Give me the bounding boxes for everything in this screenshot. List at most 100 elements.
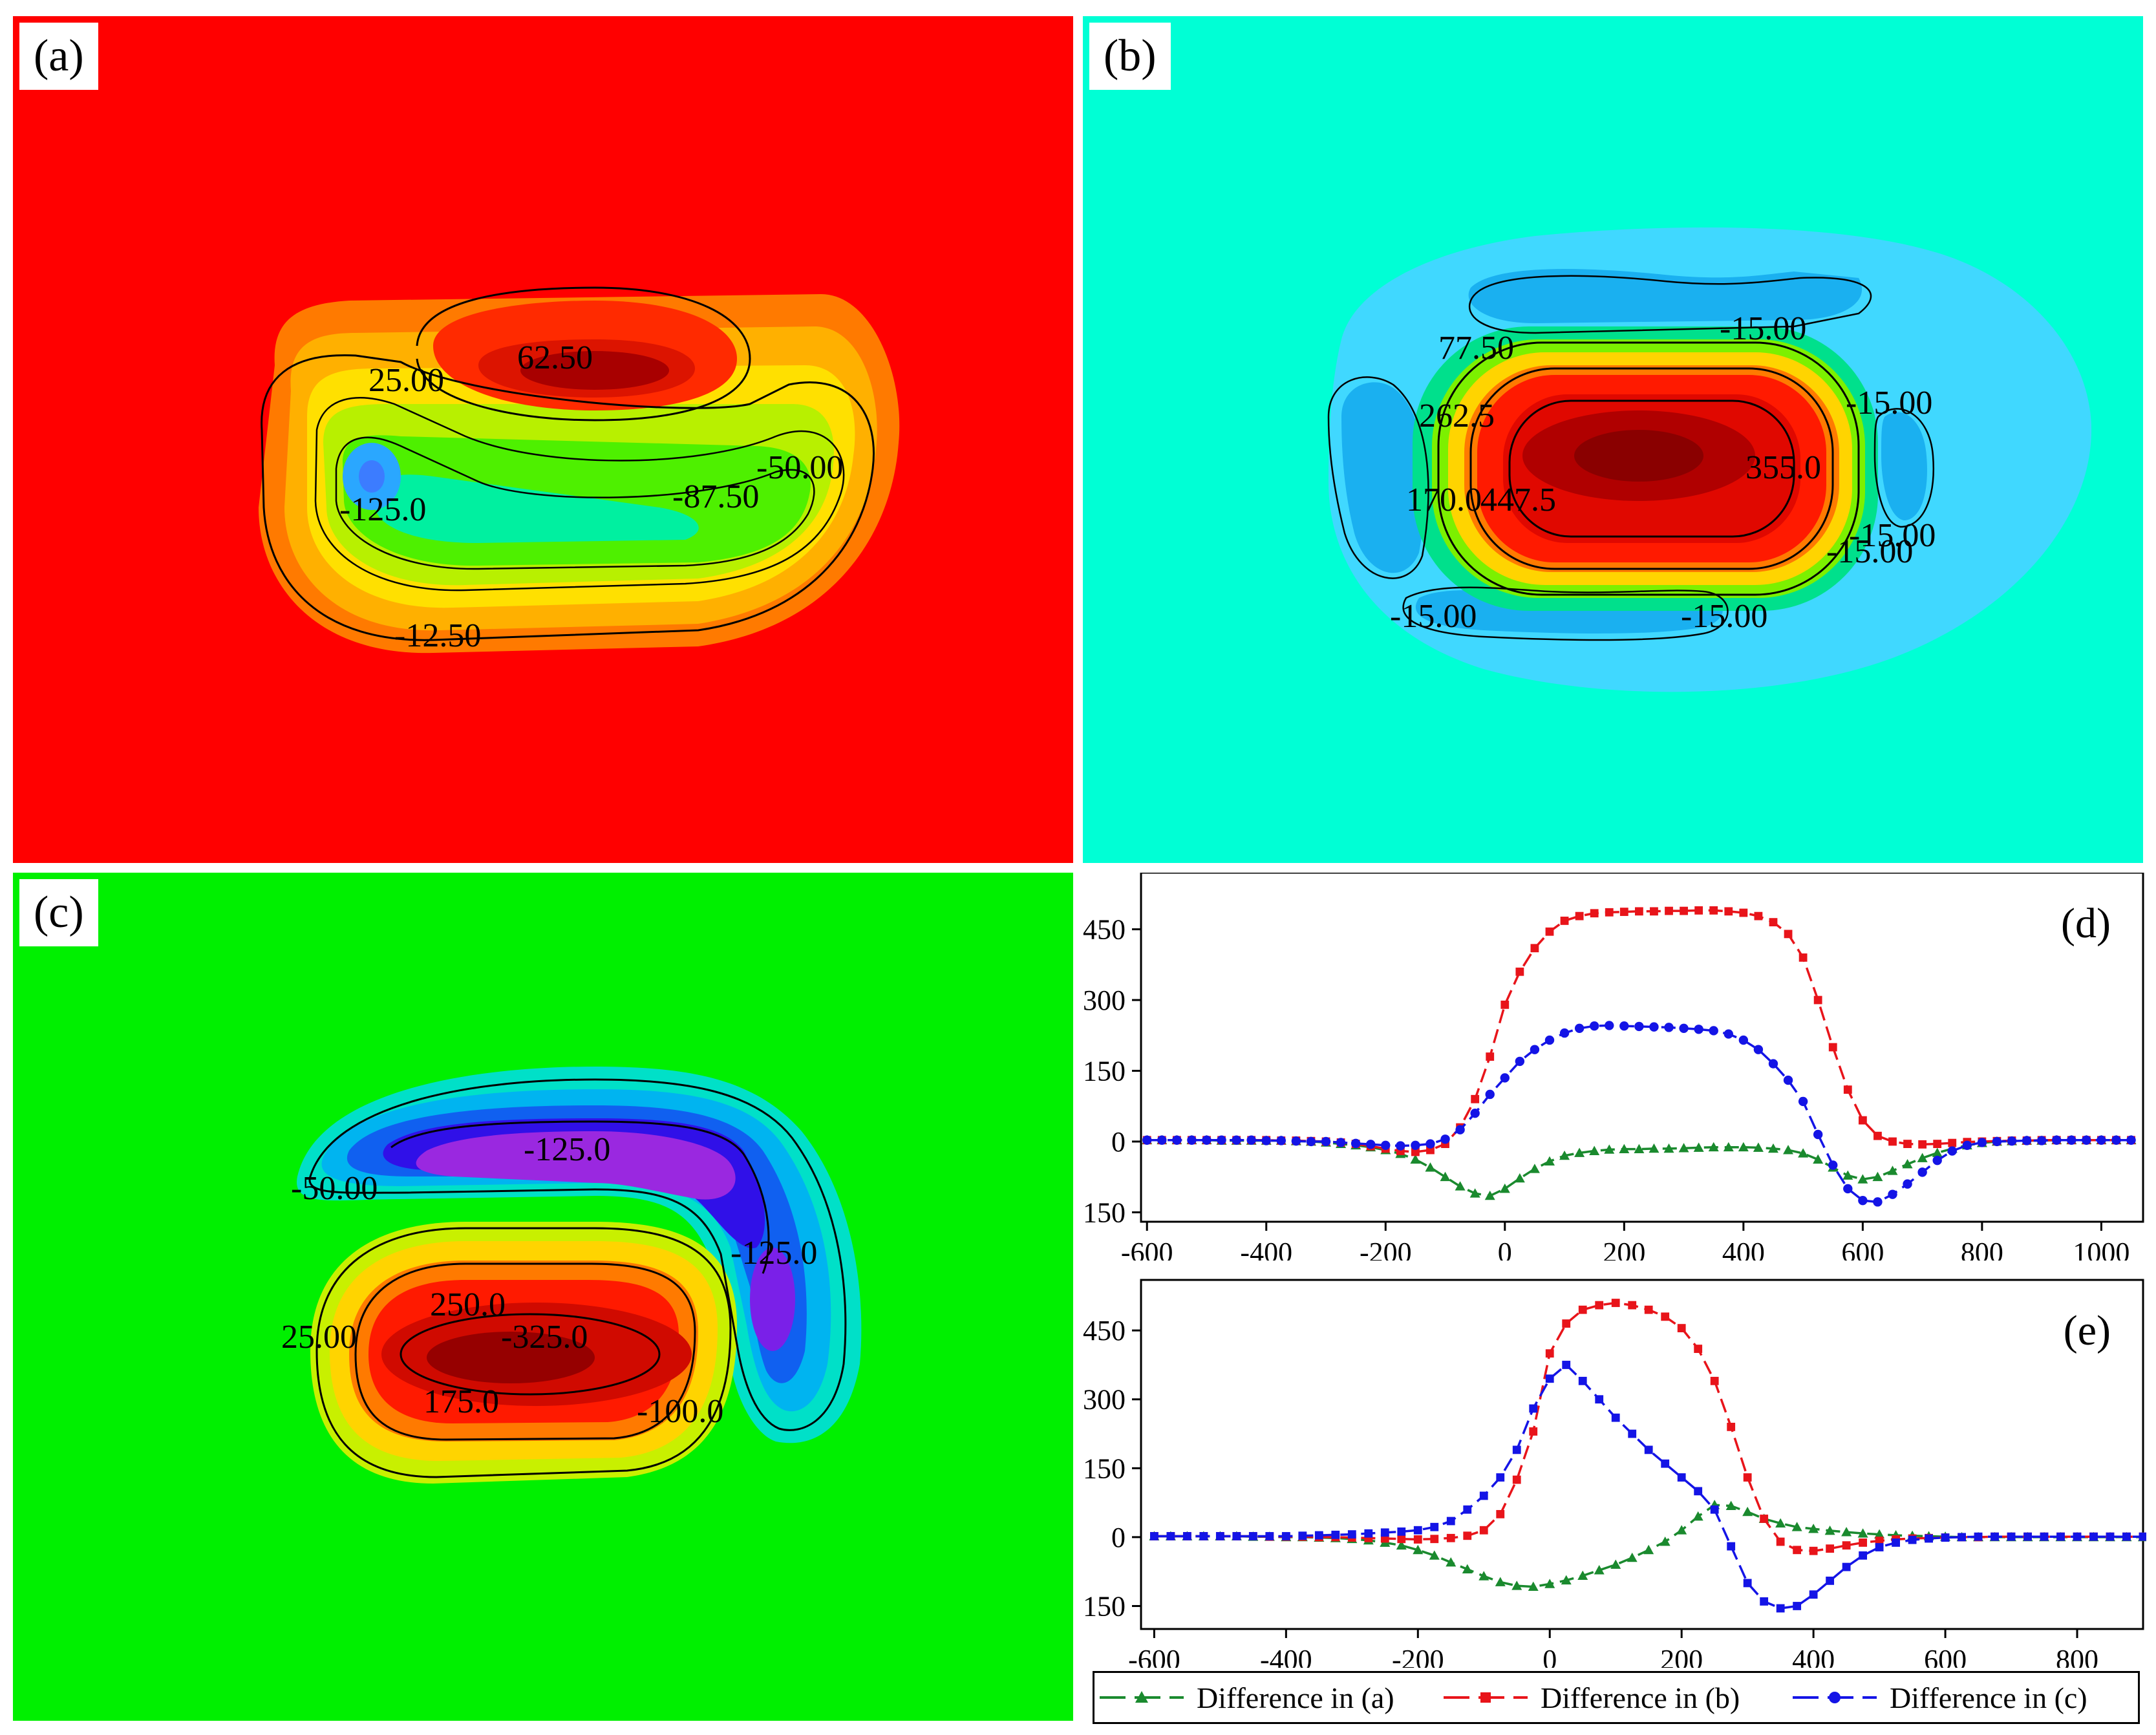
- data-point: [1605, 908, 1614, 917]
- contour-line: [314, 397, 845, 591]
- data-point: [1499, 1183, 1510, 1193]
- data-point: [1413, 1526, 1422, 1535]
- data-point: [1577, 1570, 1588, 1580]
- data-point: [1321, 1136, 1331, 1147]
- data-point: [1628, 1301, 1637, 1310]
- contour-band-6: [375, 474, 699, 543]
- data-point: [1440, 1134, 1450, 1144]
- data-point: [1793, 1546, 1802, 1555]
- contour-line: [354, 1262, 696, 1441]
- data-point: [1875, 1537, 1884, 1545]
- y-tick-label: 300: [1083, 1384, 1126, 1416]
- data-point: [1649, 1022, 1659, 1032]
- data-point: [1634, 1021, 1644, 1032]
- contour-label: 62.50: [517, 339, 593, 376]
- data-point: [1888, 1137, 1897, 1146]
- data-point: [1902, 1158, 1913, 1169]
- contour-plot-b: -15.00 77.50 262.5 -15.00 355.0 170.0 44…: [1083, 16, 2143, 863]
- data-point: [1544, 1035, 1555, 1045]
- data-point: [1727, 1542, 1736, 1551]
- data-point: [1515, 1056, 1525, 1067]
- data-point: [1544, 1579, 1555, 1588]
- data-point: [1413, 1535, 1422, 1544]
- contour-line: [261, 354, 875, 641]
- data-point: [1484, 1190, 1495, 1200]
- data-point: [1791, 1522, 1802, 1531]
- x-tick-label: 600: [1924, 1644, 1967, 1668]
- data-point: [1578, 1376, 1587, 1385]
- data-point: [1925, 1534, 1933, 1543]
- data-point: [1783, 1075, 1793, 1085]
- x-tick-label: 800: [1961, 1237, 2003, 1261]
- line-chart-d: -600 -400 -200 0 200 400 600 800 1000 -150 0 150 300…: [1083, 873, 2146, 1261]
- chart-legend: Difference in (a) Difference in (b) Differ…: [1093, 1671, 2140, 1724]
- legend-label: Difference in (c): [1890, 1681, 2087, 1714]
- line-chart-d-svg: -600 -400 -200 0 200 400 600 800 1000 -150 0 150 300…: [1083, 873, 2144, 1261]
- data-point: [1708, 1142, 1719, 1152]
- data-point: [1578, 1305, 1587, 1314]
- data-point: [2036, 1136, 2047, 1145]
- data-point: [1515, 967, 1524, 976]
- data-point: [1783, 1145, 1794, 1155]
- data-point: [1479, 1526, 1488, 1535]
- data-point: [1872, 1171, 1883, 1182]
- x-tick-label: 400: [1722, 1237, 1765, 1261]
- contour-label: -50.00: [291, 1170, 378, 1207]
- data-point: [1545, 927, 1554, 936]
- data-point: [1677, 1324, 1686, 1333]
- data-point: [1595, 1301, 1604, 1310]
- contour-label: -125.0: [339, 491, 426, 528]
- data-point: [1411, 1140, 1420, 1150]
- contour-line: [416, 286, 751, 421]
- data-point: [1485, 1089, 1495, 1100]
- plot-area: [1140, 1279, 2144, 1630]
- x-tick-label: 600: [1841, 1237, 1884, 1261]
- data-point: [1336, 1138, 1346, 1147]
- data-point: [1809, 1590, 1818, 1599]
- data-point: [2089, 1532, 2098, 1541]
- data-point: [1463, 1531, 1472, 1540]
- x-tick-label: 0: [1498, 1237, 1512, 1261]
- data-point: [1644, 1305, 1653, 1314]
- data-point: [1753, 1142, 1764, 1152]
- contour-label: 25.00: [368, 362, 444, 399]
- data-point: [1462, 1564, 1473, 1574]
- data-point: [1634, 1144, 1645, 1154]
- data-point: [1724, 1029, 1733, 1039]
- data-point: [1843, 1085, 1852, 1094]
- legend-entry: Difference in (b): [1444, 1681, 1740, 1714]
- data-point: [1425, 1162, 1436, 1172]
- data-point: [1843, 1184, 1853, 1194]
- data-point: [1679, 1023, 1689, 1034]
- data-point: [1723, 1142, 1734, 1152]
- data-point: [1455, 1181, 1466, 1191]
- data-point: [1142, 1135, 1152, 1145]
- data-point: [1742, 1506, 1753, 1517]
- data-point: [2139, 1532, 2146, 1541]
- data-point: [1276, 1136, 1286, 1145]
- data-point: [1725, 1500, 1736, 1510]
- y-tick-label: 300: [1083, 985, 1126, 1016]
- data-point: [1665, 906, 1673, 915]
- data-point: [1248, 1532, 1257, 1540]
- data-point: [1199, 1532, 1208, 1540]
- data-point: [1826, 1544, 1835, 1553]
- contour-label: 175.0: [423, 1383, 499, 1420]
- contour-band-min-core: [416, 1131, 736, 1200]
- data-point: [1875, 1543, 1884, 1551]
- data-point: [2040, 1532, 2049, 1541]
- data-point: [2023, 1532, 2032, 1541]
- panel-label: (e): [2064, 1307, 2111, 1354]
- data-point: [1813, 1129, 1823, 1140]
- data-point: [1545, 1349, 1554, 1358]
- data-point: [1903, 1179, 1912, 1189]
- data-point: [1215, 1532, 1224, 1540]
- data-point: [1753, 1045, 1764, 1054]
- data-point: [1314, 1531, 1323, 1540]
- data-point: [1562, 1319, 1571, 1328]
- contour-min-core-2: [750, 1248, 795, 1351]
- data-point: [1298, 1531, 1307, 1540]
- contour-max-core: [427, 1332, 595, 1383]
- data-point: [1187, 1135, 1197, 1145]
- x-tick-label: -600: [1121, 1237, 1173, 1261]
